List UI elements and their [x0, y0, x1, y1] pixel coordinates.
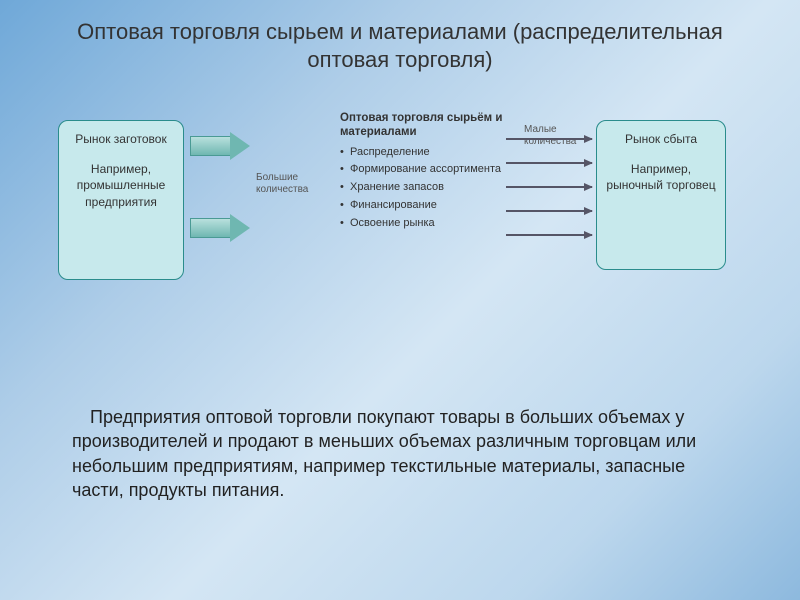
thin-arrow [506, 234, 592, 236]
description-paragraph: Предприятия оптовой торговли покупают то… [72, 405, 728, 502]
middle-item: Финансирование [340, 199, 510, 213]
qty-left-label: Большие количества [256, 172, 326, 196]
left-box: Рынок заготовок Например, промышленные п… [58, 120, 184, 280]
left-box-example: Например, промышленные предприятия [67, 161, 175, 210]
middle-list: Распределение Формирование ассортимента … [340, 146, 510, 231]
thin-arrow [506, 162, 592, 164]
diagram-area: Рынок заготовок Например, промышленные п… [0, 110, 800, 370]
right-box-title: Рынок сбыта [605, 131, 717, 147]
thin-arrow [506, 138, 592, 140]
thin-arrow [506, 186, 592, 188]
right-box-example: Например, рыночный торговец [605, 161, 717, 193]
middle-item: Формирование ассортимента [340, 163, 510, 177]
big-arrow-top [190, 132, 250, 160]
middle-item: Освоение рынка [340, 217, 510, 231]
middle-item: Распределение [340, 146, 510, 160]
left-box-title: Рынок заготовок [67, 131, 175, 147]
thin-arrow [506, 210, 592, 212]
right-box: Рынок сбыта Например, рыночный торговец [596, 120, 726, 270]
middle-block: Оптовая торговля сырьём и материалами Ра… [340, 112, 510, 234]
page-title: Оптовая торговля сырьем и материалами (р… [40, 18, 760, 73]
middle-item: Хранение запасов [340, 181, 510, 195]
middle-heading: Оптовая торговля сырьём и материалами [340, 112, 510, 140]
big-arrow-bottom [190, 214, 250, 242]
